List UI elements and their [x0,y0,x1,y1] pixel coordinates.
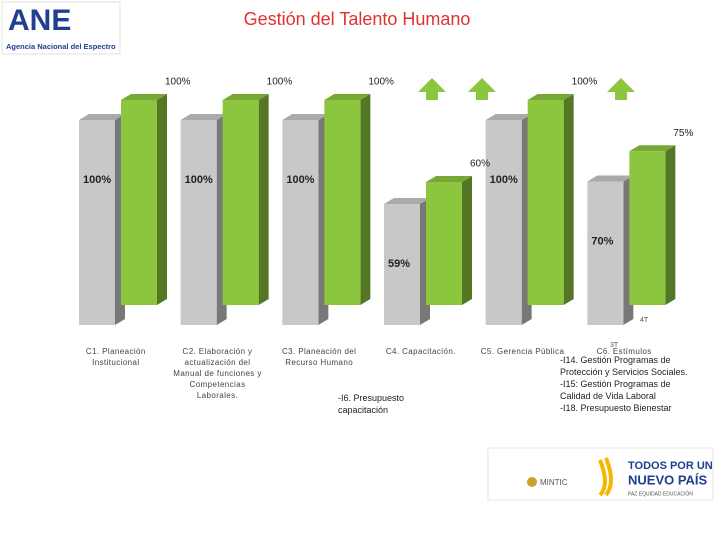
bar-side [360,94,371,305]
bar [222,100,259,305]
up-arrow [607,78,635,100]
shield [527,477,537,487]
up-arrow [468,78,496,100]
bar [426,182,462,305]
x-tick-label: C4. Capacitación. [385,347,456,356]
bar [384,204,420,325]
data-label: 60% [470,159,490,170]
logo-name: ANE [8,4,71,37]
bar [629,151,666,305]
bar [121,100,157,305]
data-label: 70% [591,235,613,247]
data-label: 100% [368,77,394,88]
bar [79,120,115,325]
bar [180,120,217,325]
bar [587,181,624,325]
data-label: 100% [83,174,111,186]
slogan-3: PAZ EQUIDAD EDUCACIÓN [628,490,693,497]
bar-side [563,94,574,305]
bar-top [629,145,676,152]
data-label: 100% [490,174,518,186]
annotation: -I15: Gestión Programas de Calidad de Vi… [560,379,671,401]
bar-side [258,94,269,305]
bar-top [324,94,371,100]
data-label: 100% [572,77,598,88]
x-tick-label: C3. Planeación del Recurso Humano [281,347,357,367]
bar-top [384,198,430,205]
bar-side [157,94,167,305]
bar-top [180,114,227,120]
x-tick-label: C5. Gerencia Pública [480,347,565,356]
ministry: MINTIC [540,478,568,487]
bar-top [587,175,634,182]
up-arrow [418,78,446,100]
logo-box [1,1,121,55]
data-label: 100% [267,77,293,88]
data-label: 59% [388,258,410,270]
bar-side [462,176,472,305]
annotation-list: -I14. Gestión Programas de Protección y … [560,354,690,414]
bar-top [282,114,329,120]
arrows [418,78,635,100]
logo-subtitle: Agencia Nacional del Espectro [6,42,116,51]
annotation: -I18. Presupuesto Bienestar [560,403,672,413]
data-label: 100% [286,174,314,186]
bar [324,100,361,305]
bar-side [665,145,676,305]
bar-top [426,176,472,182]
bar-top [222,94,269,100]
data-label: 100% [185,174,213,186]
slogan-2: NUEVO PAÍS [628,472,708,487]
bar [282,120,319,325]
bar [485,120,522,325]
data-label: 75% [673,128,693,139]
annotation: -I6. Presupuesto capacitación [338,393,405,415]
bar-top [527,94,574,100]
x-tick-label: C1. Planeación Institucional [85,347,146,367]
x-tick-label: C2. Elaboración y actualización del Manu… [173,347,262,400]
data-label: 100% [165,77,191,88]
x-tick-label: C6. Estímulos [596,347,652,356]
annotation: -I14. Gestión Programas de Protección y … [560,355,688,377]
chart-title: Gestión del Talento Humano [244,9,471,29]
bar-top [485,114,532,120]
bar-top [121,94,167,100]
bar [527,100,564,305]
bar-top [79,114,125,120]
legend-label: 3T [610,342,619,349]
slogan-logo [598,457,613,497]
legend-label: 4T [640,317,649,324]
slogan-1: TODOS POR UN [628,460,713,472]
